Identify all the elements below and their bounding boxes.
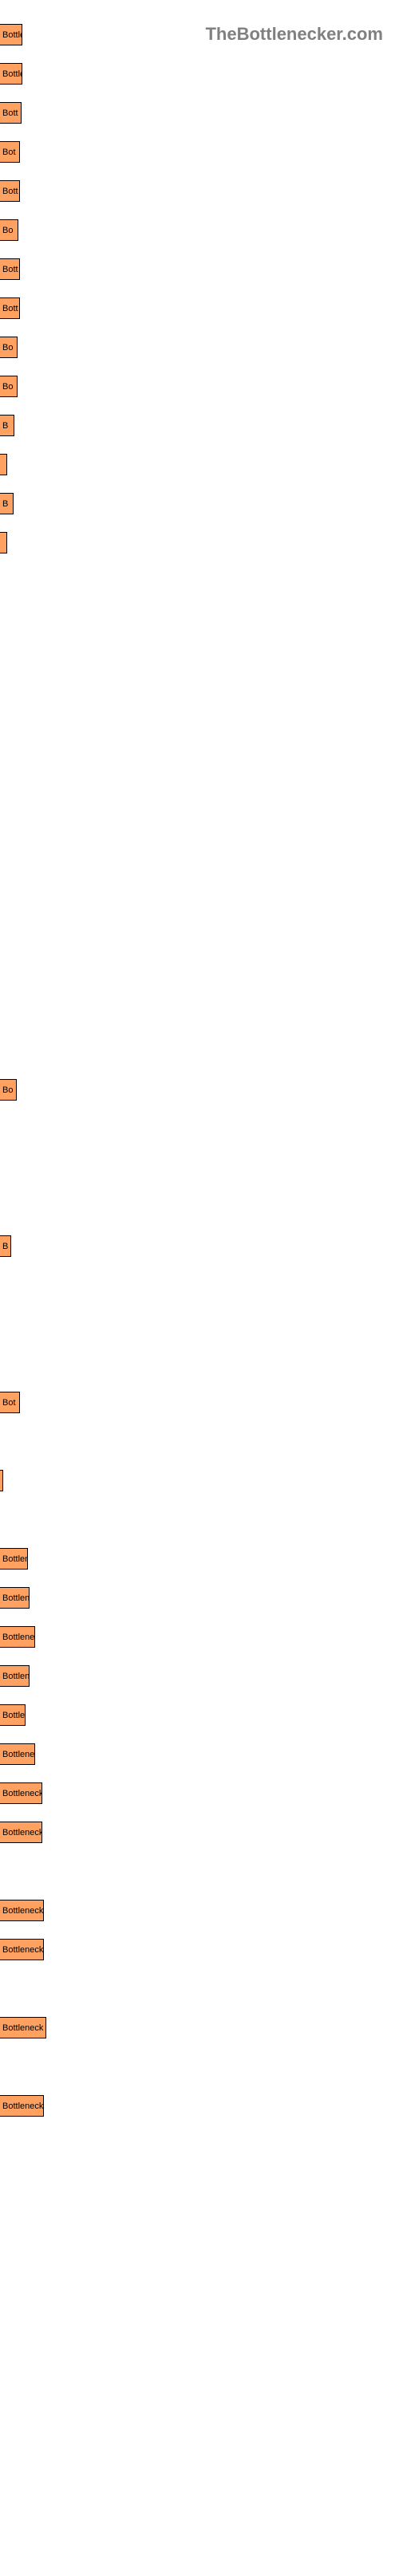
chart-bar: Bottle bbox=[0, 24, 22, 45]
chart-row bbox=[0, 532, 399, 553]
chart-row: Bott bbox=[0, 180, 399, 202]
chart-bar bbox=[0, 532, 7, 553]
chart-row: Bottleneck bbox=[0, 1626, 399, 1648]
chart-bar: B bbox=[0, 1235, 11, 1257]
chart-bar: Bottleneck res bbox=[0, 1939, 44, 1960]
chart-row: Bottle bbox=[0, 63, 399, 85]
chart-row bbox=[0, 923, 399, 944]
chart-row bbox=[0, 1118, 399, 1140]
chart-row: Bottleneck res bbox=[0, 2095, 399, 2117]
chart-bar: Bot bbox=[0, 141, 20, 163]
chart-row bbox=[0, 727, 399, 749]
chart-row: Bot bbox=[0, 141, 399, 163]
chart-bar: Bottle bbox=[0, 63, 22, 85]
chart-row bbox=[0, 688, 399, 710]
horizontal-bar-chart: BottleBottleBottBotBottBoBottBottBoBoBBB… bbox=[0, 24, 399, 2117]
chart-bar: Bottlen bbox=[0, 1548, 28, 1570]
chart-row: Bottlen bbox=[0, 1704, 399, 1726]
chart-row: Bottleneck res bbox=[0, 1939, 399, 1960]
chart-row bbox=[0, 1431, 399, 1452]
chart-row: Bo bbox=[0, 1079, 399, 1101]
chart-bar: Bott bbox=[0, 180, 20, 202]
chart-bar: Bo bbox=[0, 337, 18, 358]
chart-row: B bbox=[0, 493, 399, 514]
chart-row bbox=[0, 1353, 399, 1374]
chart-bar: Bott bbox=[0, 102, 22, 124]
chart-bar: Bottleneck bbox=[0, 1743, 35, 1765]
chart-bar: Bottlenec bbox=[0, 1587, 30, 1609]
chart-bar bbox=[0, 454, 7, 475]
chart-row bbox=[0, 884, 399, 905]
chart-row: Bottle bbox=[0, 24, 399, 45]
chart-row: Bottleneck re bbox=[0, 1782, 399, 1804]
chart-row bbox=[0, 1861, 399, 1882]
chart-row bbox=[0, 845, 399, 866]
chart-row: B bbox=[0, 1235, 399, 1257]
chart-bar: Bottlenec bbox=[0, 1665, 30, 1687]
chart-row: Bottlen bbox=[0, 1548, 399, 1570]
chart-row bbox=[0, 962, 399, 983]
chart-bar: Bot bbox=[0, 1392, 20, 1413]
chart-row: Bott bbox=[0, 258, 399, 280]
chart-row bbox=[0, 571, 399, 593]
chart-row: Bottleneck re bbox=[0, 1822, 399, 1843]
chart-row: Bot bbox=[0, 1392, 399, 1413]
chart-row: Bott bbox=[0, 102, 399, 124]
chart-row: Bottleneck res bbox=[0, 1900, 399, 1921]
chart-row: Bo bbox=[0, 337, 399, 358]
chart-row: Bottleneck bbox=[0, 1743, 399, 1765]
chart-bar: Bott bbox=[0, 258, 20, 280]
chart-row bbox=[0, 2056, 399, 2078]
chart-row bbox=[0, 1040, 399, 1062]
chart-row bbox=[0, 1001, 399, 1022]
chart-bar: Bo bbox=[0, 376, 18, 397]
chart-row: Bo bbox=[0, 376, 399, 397]
chart-row: B bbox=[0, 415, 399, 436]
chart-bar: Bo bbox=[0, 219, 18, 241]
chart-row: Bottlenec bbox=[0, 1665, 399, 1687]
chart-bar: B bbox=[0, 493, 14, 514]
chart-bar: Bottleneck res bbox=[0, 2095, 44, 2117]
chart-row bbox=[0, 1978, 399, 1999]
chart-bar: Bo bbox=[0, 1079, 17, 1101]
chart-row bbox=[0, 1314, 399, 1335]
chart-row: Bottleneck res bbox=[0, 2017, 399, 2038]
chart-bar: Bottleneck res bbox=[0, 1900, 44, 1921]
chart-row bbox=[0, 1157, 399, 1179]
chart-row bbox=[0, 1470, 399, 1491]
chart-row bbox=[0, 1274, 399, 1296]
chart-row: Bottlenec bbox=[0, 1587, 399, 1609]
chart-row bbox=[0, 1509, 399, 1530]
chart-bar: Bottleneck bbox=[0, 1626, 35, 1648]
chart-bar: Bottlen bbox=[0, 1704, 26, 1726]
chart-row bbox=[0, 454, 399, 475]
chart-bar: Bott bbox=[0, 297, 20, 319]
chart-row bbox=[0, 805, 399, 827]
chart-bar: B bbox=[0, 415, 14, 436]
chart-row bbox=[0, 766, 399, 788]
chart-row bbox=[0, 1196, 399, 1218]
chart-bar: Bottleneck res bbox=[0, 2017, 46, 2038]
chart-bar: Bottleneck re bbox=[0, 1822, 42, 1843]
chart-row: Bott bbox=[0, 297, 399, 319]
chart-row bbox=[0, 610, 399, 632]
chart-bar: Bottleneck re bbox=[0, 1782, 42, 1804]
chart-bar bbox=[0, 1470, 3, 1491]
chart-row bbox=[0, 649, 399, 671]
chart-row: Bo bbox=[0, 219, 399, 241]
